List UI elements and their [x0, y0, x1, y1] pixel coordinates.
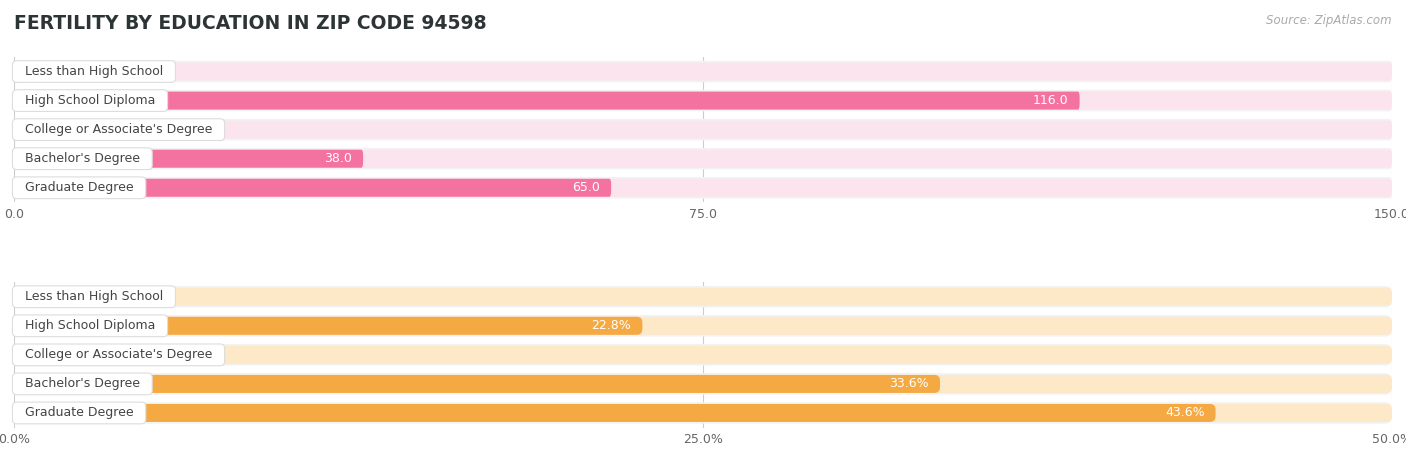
FancyBboxPatch shape	[14, 286, 1392, 307]
FancyBboxPatch shape	[14, 375, 941, 393]
FancyBboxPatch shape	[14, 92, 1392, 110]
FancyBboxPatch shape	[14, 92, 1080, 110]
FancyBboxPatch shape	[14, 402, 1392, 424]
Text: 116.0: 116.0	[1033, 94, 1069, 107]
FancyBboxPatch shape	[14, 346, 1392, 364]
Text: Bachelor's Degree: Bachelor's Degree	[17, 152, 148, 165]
Text: 33.6%: 33.6%	[890, 378, 929, 390]
FancyBboxPatch shape	[14, 119, 1392, 141]
FancyBboxPatch shape	[14, 150, 1392, 168]
Text: 38.0: 38.0	[325, 152, 352, 165]
Text: Graduate Degree: Graduate Degree	[17, 407, 142, 419]
FancyBboxPatch shape	[14, 373, 1392, 395]
Text: 0.0%: 0.0%	[31, 348, 63, 361]
FancyBboxPatch shape	[14, 375, 1392, 393]
Text: Source: ZipAtlas.com: Source: ZipAtlas.com	[1267, 14, 1392, 27]
FancyBboxPatch shape	[14, 177, 1392, 199]
Text: 0.0: 0.0	[31, 65, 51, 78]
FancyBboxPatch shape	[14, 315, 1392, 337]
Text: Bachelor's Degree: Bachelor's Degree	[17, 378, 148, 390]
Text: Less than High School: Less than High School	[17, 65, 172, 78]
Text: 0.0: 0.0	[31, 123, 51, 136]
FancyBboxPatch shape	[14, 148, 1392, 170]
Text: College or Associate's Degree: College or Associate's Degree	[17, 348, 221, 361]
FancyBboxPatch shape	[14, 150, 363, 168]
Text: High School Diploma: High School Diploma	[17, 319, 163, 332]
FancyBboxPatch shape	[14, 288, 1392, 306]
FancyBboxPatch shape	[14, 90, 1392, 111]
Text: Less than High School: Less than High School	[17, 290, 172, 303]
Text: College or Associate's Degree: College or Associate's Degree	[17, 123, 221, 136]
Text: 22.8%: 22.8%	[592, 319, 631, 332]
FancyBboxPatch shape	[14, 63, 1392, 81]
FancyBboxPatch shape	[14, 344, 1392, 366]
Text: 0.0%: 0.0%	[31, 290, 63, 303]
Text: FERTILITY BY EDUCATION IN ZIP CODE 94598: FERTILITY BY EDUCATION IN ZIP CODE 94598	[14, 14, 486, 33]
Text: 43.6%: 43.6%	[1166, 407, 1205, 419]
FancyBboxPatch shape	[14, 121, 1392, 139]
Text: Graduate Degree: Graduate Degree	[17, 181, 142, 194]
FancyBboxPatch shape	[14, 179, 1392, 197]
FancyBboxPatch shape	[14, 179, 612, 197]
FancyBboxPatch shape	[14, 317, 1392, 335]
FancyBboxPatch shape	[14, 404, 1216, 422]
FancyBboxPatch shape	[14, 61, 1392, 82]
FancyBboxPatch shape	[14, 317, 643, 335]
FancyBboxPatch shape	[14, 404, 1392, 422]
Text: 65.0: 65.0	[572, 181, 600, 194]
Text: High School Diploma: High School Diploma	[17, 94, 163, 107]
